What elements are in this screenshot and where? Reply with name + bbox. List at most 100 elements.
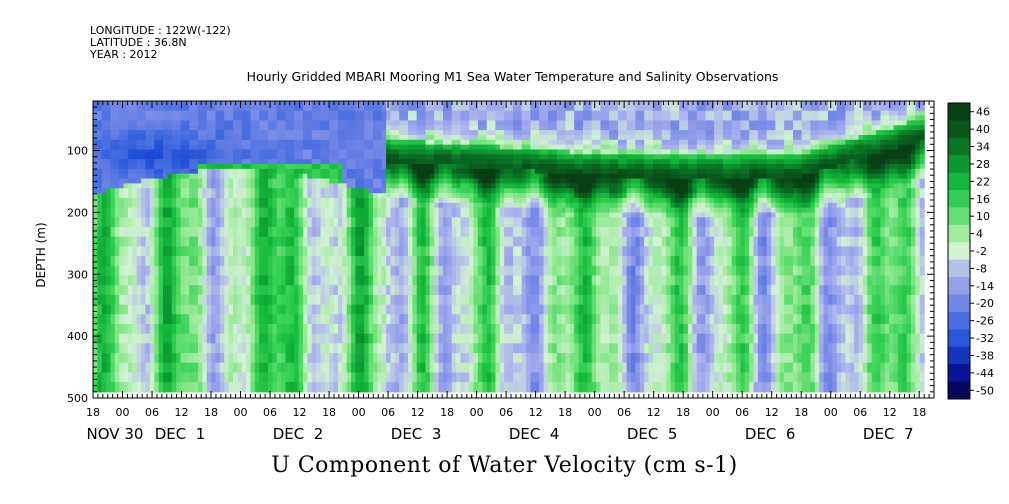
heatmap-cell <box>189 328 195 335</box>
heatmap-cell <box>333 241 339 248</box>
heatmap-cell <box>114 105 120 112</box>
heatmap-cell <box>412 110 418 117</box>
heatmap-cell <box>403 343 409 349</box>
heatmap-cell <box>254 193 260 199</box>
heatmap-cell <box>114 304 120 311</box>
heatmap-cell <box>93 241 98 248</box>
heatmap-cell <box>101 115 107 121</box>
heatmap-cell <box>228 265 234 272</box>
heatmap-cell <box>145 139 151 146</box>
heatmap-cell <box>136 202 142 209</box>
heatmap-cell <box>324 130 330 136</box>
heatmap-cell <box>136 328 142 335</box>
heatmap-cell <box>451 362 457 369</box>
heatmap-cell <box>451 193 457 199</box>
heatmap-cell <box>394 372 400 378</box>
heatmap-cell <box>154 265 160 272</box>
heatmap-cell <box>434 231 440 238</box>
heatmap-cell <box>316 110 322 117</box>
heatmap-cell <box>359 159 365 165</box>
heatmap-cell <box>224 328 230 335</box>
heatmap-cell <box>351 333 357 340</box>
heatmap-cell <box>250 246 256 252</box>
heatmap-cell <box>333 110 339 117</box>
heatmap-cell <box>346 338 352 344</box>
heatmap-cell <box>128 154 133 160</box>
heatmap-cell <box>447 101 453 107</box>
heatmap-cell <box>412 168 418 175</box>
heatmap-cell <box>149 386 155 393</box>
heatmap-cell <box>307 149 313 155</box>
heatmap-cell <box>285 178 291 184</box>
heatmap-cell <box>184 168 190 175</box>
heatmap-cell <box>149 217 155 223</box>
heatmap-cell <box>237 377 243 383</box>
heatmap-cell <box>320 265 326 272</box>
heatmap-cell <box>333 294 339 301</box>
heatmap-cell <box>399 164 405 170</box>
heatmap-cell <box>101 149 107 155</box>
heatmap-cell <box>193 304 199 311</box>
heatmap-cell <box>219 348 225 354</box>
heatmap-cell <box>425 168 431 175</box>
heatmap-cell <box>386 222 392 228</box>
heatmap-cell <box>381 120 387 126</box>
heatmap-cell <box>189 348 195 354</box>
heatmap-cell <box>438 120 444 126</box>
heatmap-cell <box>259 367 265 374</box>
heatmap-cell <box>263 120 269 126</box>
heatmap-cell <box>320 222 326 228</box>
heatmap-cell <box>281 193 287 199</box>
heatmap-cell <box>320 270 326 277</box>
heatmap-cell <box>158 353 164 359</box>
heatmap-cell <box>447 125 453 131</box>
heatmap-cell <box>421 386 427 393</box>
heatmap-cell <box>254 353 260 359</box>
heatmap-cell <box>307 227 313 233</box>
heatmap-cell <box>381 144 387 151</box>
heatmap-cell <box>259 178 265 184</box>
heatmap-cell <box>333 251 339 257</box>
heatmap-cell <box>141 280 147 286</box>
heatmap-cell <box>407 333 413 340</box>
heatmap-cell <box>259 125 265 131</box>
heatmap-cell <box>355 251 361 257</box>
heatmap-cell <box>123 328 129 335</box>
heatmap-cell <box>215 164 221 170</box>
heatmap-cell <box>158 183 164 189</box>
heatmap-cell <box>224 159 230 165</box>
heatmap-cell <box>394 173 400 180</box>
heatmap-cell <box>307 309 313 315</box>
heatmap-cell <box>206 222 212 228</box>
heatmap-cell <box>197 357 203 364</box>
heatmap-cell <box>364 149 370 155</box>
heatmap-cell <box>412 275 418 281</box>
heatmap-cell <box>355 231 361 238</box>
heatmap-cell <box>123 285 129 291</box>
heatmap-cell <box>101 265 107 272</box>
heatmap-cell <box>346 130 352 136</box>
heatmap-cell <box>211 309 217 315</box>
heatmap-cell <box>399 173 405 180</box>
heatmap-cell <box>106 386 112 393</box>
heatmap-cell <box>381 105 387 112</box>
heatmap-cell <box>176 299 182 306</box>
heatmap-cell <box>320 159 326 165</box>
heatmap-cell <box>219 202 225 209</box>
heatmap-cell <box>272 115 278 121</box>
heatmap-cell <box>298 265 304 272</box>
heatmap-cell <box>359 377 365 383</box>
heatmap-cell <box>302 285 308 291</box>
heatmap-cell <box>93 159 98 165</box>
heatmap-cell <box>337 183 343 189</box>
heatmap-cell <box>438 372 444 378</box>
heatmap-cell <box>412 149 418 155</box>
heatmap-cell <box>298 304 304 311</box>
heatmap-cell <box>421 377 427 383</box>
heatmap-cell <box>193 246 199 252</box>
heatmap-cell <box>368 241 374 248</box>
heatmap-cell <box>276 231 282 238</box>
heatmap-cell <box>97 357 103 364</box>
heatmap-cell <box>451 222 457 228</box>
heatmap-cell <box>106 362 112 369</box>
